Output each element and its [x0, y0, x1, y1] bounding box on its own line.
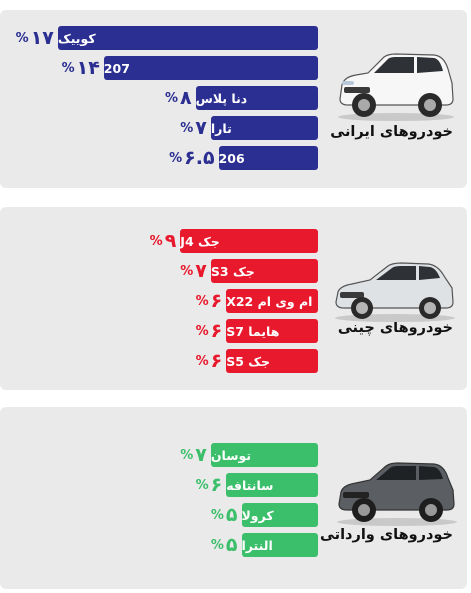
value-label: ۷%: [180, 259, 207, 283]
group-title: خودروهای چینی: [337, 320, 453, 336]
value-number: ۶.۵: [184, 147, 215, 169]
percent-sign: %: [61, 60, 75, 76]
bar: توسان: [210, 443, 318, 467]
bar-label: توسان: [210, 447, 252, 463]
bar: کرولا: [241, 503, 318, 527]
percent-sign: %: [164, 90, 178, 106]
percent-sign: %: [180, 263, 194, 279]
bar: تارا: [210, 116, 318, 140]
value-number: ۱۷: [30, 27, 54, 49]
bar-label: کرولا: [241, 507, 274, 523]
bar: 207: [103, 56, 318, 80]
bar: کوییک: [57, 26, 318, 50]
group-title: خودروهای وارداتی: [319, 527, 453, 543]
value-label: ۶%: [196, 319, 223, 343]
value-number: ۷: [195, 260, 207, 282]
percent-sign: %: [210, 537, 224, 553]
value-label: ۱۷%: [16, 26, 54, 50]
group-title: خودروهای ایرانی: [330, 124, 453, 140]
value-label: ۱۴%: [62, 56, 100, 80]
percent-sign: %: [210, 507, 224, 523]
bar: جک J4: [180, 229, 318, 253]
bar: ام وی ام X22: [226, 289, 318, 313]
percent-sign: %: [195, 353, 209, 369]
bar-label: هایما S7: [226, 323, 280, 339]
value-label: ۶%: [196, 349, 223, 373]
value-label: ۶%: [196, 473, 223, 497]
value-number: ۵: [225, 534, 238, 556]
value-number: ۶: [210, 290, 223, 312]
value-label: ۸%: [165, 86, 192, 110]
value-number: ۶: [210, 320, 223, 342]
bar: جک S3: [210, 259, 318, 283]
silver-sedan-icon: [335, 262, 455, 322]
bar-label: دنا پلاس: [195, 90, 248, 106]
bar-label: جک S5: [226, 353, 271, 369]
white-suv-icon: [338, 53, 454, 121]
value-label: ۷%: [180, 116, 207, 140]
bar-label: تارا: [210, 120, 232, 136]
percent-sign: %: [195, 293, 209, 309]
value-label: ۵%: [211, 533, 238, 557]
bar-label: 207: [103, 60, 130, 76]
value-number: ۱۴: [76, 57, 100, 79]
value-number: ۸: [180, 87, 192, 109]
bar: جک S5: [226, 349, 318, 373]
percent-sign: %: [169, 150, 183, 166]
bar-label: النترا: [241, 537, 273, 553]
bar: هایما S7: [226, 319, 318, 343]
value-label: ۵%: [211, 503, 238, 527]
percent-sign: %: [15, 30, 29, 46]
value-number: ۶: [210, 350, 223, 372]
bar: النترا: [241, 533, 318, 557]
bar-label: ام وی ام X22: [226, 293, 313, 309]
bar: سانتافه: [226, 473, 318, 497]
percent-sign: %: [195, 323, 209, 339]
bar: 206: [218, 146, 318, 170]
dark-suv-icon: [337, 462, 457, 526]
bar: دنا پلاس: [195, 86, 318, 110]
value-label: ۶.۵%: [169, 146, 214, 170]
value-number: ۹: [164, 230, 177, 252]
bar-label: جک J4: [180, 233, 220, 249]
bar-label: جک S3: [210, 263, 255, 279]
value-number: ۷: [195, 117, 207, 139]
percent-sign: %: [195, 477, 209, 493]
value-label: ۹%: [150, 229, 177, 253]
value-number: ۷: [195, 444, 207, 466]
value-number: ۵: [225, 504, 238, 526]
value-label: ۶%: [196, 289, 223, 313]
bar-label: 206: [218, 150, 245, 166]
percent-sign: %: [180, 120, 194, 136]
value-number: ۶: [210, 474, 223, 496]
bar-label: سانتافه: [226, 477, 274, 493]
percent-sign: %: [180, 447, 194, 463]
value-label: ۷%: [180, 443, 207, 467]
percent-sign: %: [149, 233, 163, 249]
bar-label: کوییک: [57, 30, 96, 46]
